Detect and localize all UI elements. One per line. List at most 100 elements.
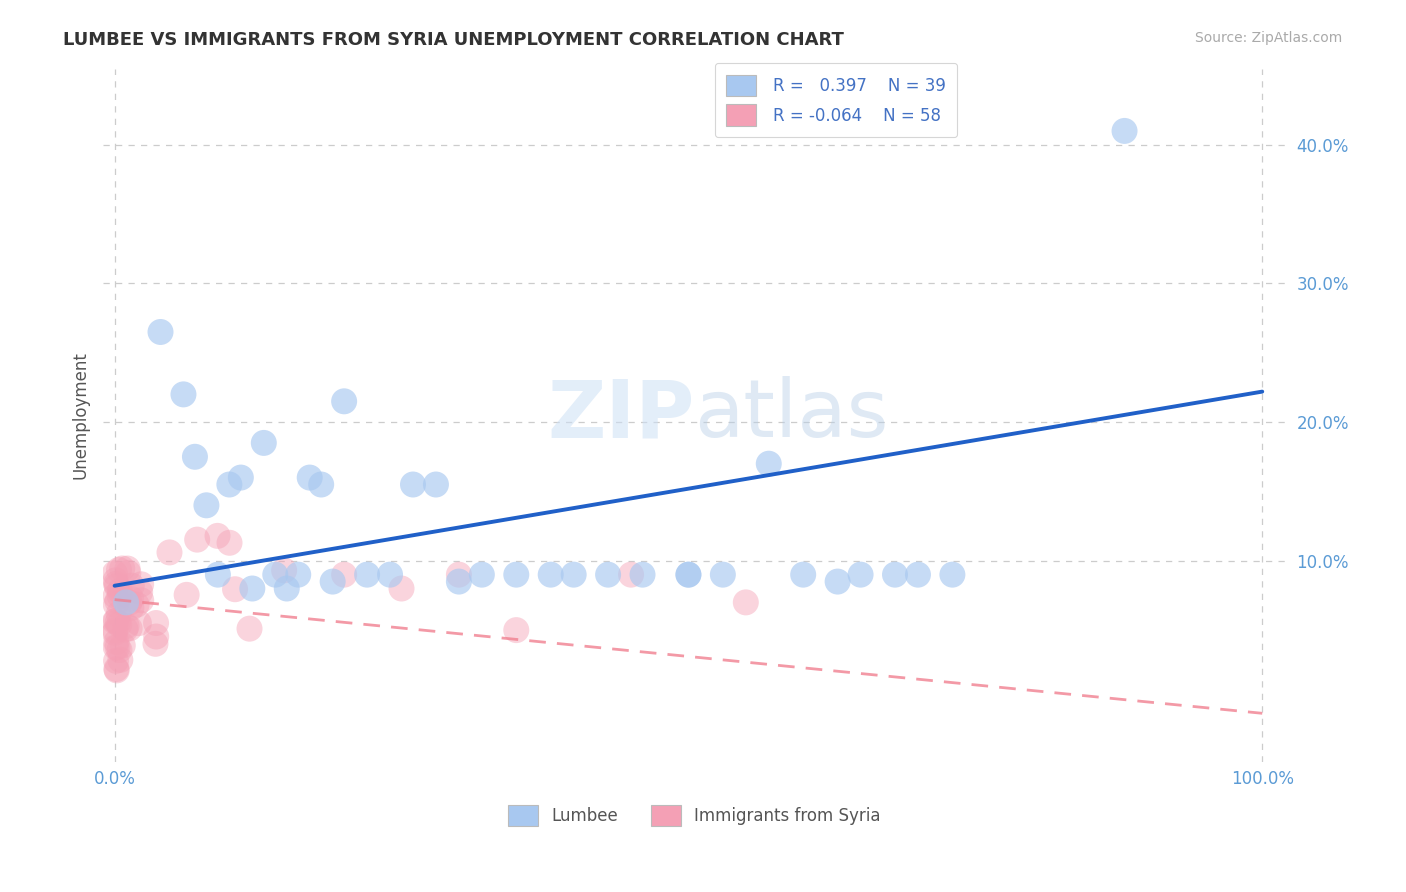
Point bbox=[105, 635, 128, 649]
Point bbox=[620, 567, 643, 582]
Point bbox=[159, 545, 181, 559]
Point bbox=[104, 625, 127, 640]
Point bbox=[218, 477, 240, 491]
Point bbox=[129, 585, 152, 599]
Point bbox=[105, 594, 128, 608]
Point bbox=[1114, 124, 1136, 138]
Point bbox=[471, 567, 494, 582]
Point bbox=[378, 567, 401, 582]
Point bbox=[108, 589, 131, 603]
Point bbox=[229, 470, 252, 484]
Y-axis label: Unemployment: Unemployment bbox=[72, 351, 89, 479]
Point bbox=[218, 535, 240, 549]
Legend: Lumbee, Immigrants from Syria: Lumbee, Immigrants from Syria bbox=[501, 798, 887, 832]
Point bbox=[104, 598, 127, 612]
Point bbox=[115, 619, 138, 633]
Point bbox=[107, 607, 129, 621]
Point bbox=[322, 574, 344, 589]
Point bbox=[309, 477, 332, 491]
Point bbox=[104, 640, 127, 655]
Point bbox=[120, 591, 142, 606]
Point bbox=[104, 574, 127, 588]
Point bbox=[125, 598, 148, 612]
Point bbox=[941, 567, 963, 582]
Point bbox=[240, 582, 263, 596]
Point bbox=[128, 616, 150, 631]
Text: Source: ZipAtlas.com: Source: ZipAtlas.com bbox=[1195, 31, 1343, 45]
Point bbox=[505, 623, 527, 637]
Point bbox=[253, 436, 276, 450]
Point bbox=[108, 584, 131, 599]
Point bbox=[105, 577, 128, 591]
Point bbox=[333, 394, 356, 409]
Point bbox=[120, 600, 142, 615]
Point bbox=[425, 477, 447, 491]
Point bbox=[631, 567, 654, 582]
Point bbox=[849, 567, 872, 582]
Point bbox=[117, 561, 139, 575]
Point bbox=[129, 577, 152, 591]
Point bbox=[391, 582, 413, 596]
Point bbox=[711, 567, 734, 582]
Point bbox=[678, 567, 700, 582]
Point bbox=[145, 630, 167, 644]
Point bbox=[238, 622, 260, 636]
Point bbox=[104, 589, 127, 603]
Point bbox=[827, 574, 849, 589]
Point bbox=[540, 567, 562, 582]
Point bbox=[121, 579, 143, 593]
Point bbox=[598, 567, 620, 582]
Point bbox=[356, 567, 378, 582]
Point bbox=[105, 654, 128, 668]
Point bbox=[186, 533, 208, 547]
Point bbox=[907, 567, 929, 582]
Point bbox=[333, 567, 356, 582]
Point bbox=[273, 563, 295, 577]
Text: LUMBEE VS IMMIGRANTS FROM SYRIA UNEMPLOYMENT CORRELATION CHART: LUMBEE VS IMMIGRANTS FROM SYRIA UNEMPLOY… bbox=[63, 31, 844, 49]
Point bbox=[264, 567, 287, 582]
Point bbox=[107, 640, 129, 655]
Point bbox=[505, 567, 527, 582]
Point bbox=[298, 470, 321, 484]
Point bbox=[105, 614, 128, 628]
Point bbox=[104, 615, 127, 629]
Point bbox=[224, 582, 246, 597]
Point bbox=[562, 567, 585, 582]
Point bbox=[884, 567, 907, 582]
Point bbox=[105, 579, 128, 593]
Point bbox=[115, 595, 138, 609]
Text: atlas: atlas bbox=[695, 376, 889, 454]
Point bbox=[207, 529, 229, 543]
Point bbox=[734, 595, 756, 609]
Point bbox=[149, 325, 172, 339]
Point bbox=[145, 615, 167, 630]
Point bbox=[104, 566, 127, 581]
Point bbox=[108, 563, 131, 577]
Point bbox=[287, 567, 309, 582]
Point bbox=[108, 617, 131, 632]
Text: ZIP: ZIP bbox=[547, 376, 695, 454]
Point bbox=[105, 664, 128, 678]
Point bbox=[176, 588, 198, 602]
Point bbox=[114, 622, 136, 636]
Point bbox=[207, 567, 229, 582]
Point bbox=[145, 637, 167, 651]
Point bbox=[195, 498, 218, 512]
Point bbox=[758, 457, 780, 471]
Point bbox=[105, 662, 128, 676]
Point bbox=[104, 624, 127, 638]
Point bbox=[129, 593, 152, 607]
Point bbox=[111, 561, 134, 575]
Point bbox=[107, 615, 129, 630]
Point bbox=[111, 639, 134, 653]
Point bbox=[276, 582, 298, 596]
Point bbox=[678, 567, 700, 582]
Point bbox=[172, 387, 194, 401]
Point bbox=[447, 574, 470, 589]
Point bbox=[118, 596, 141, 610]
Point bbox=[184, 450, 207, 464]
Point bbox=[117, 566, 139, 580]
Point bbox=[110, 653, 132, 667]
Point bbox=[108, 643, 131, 657]
Point bbox=[792, 567, 814, 582]
